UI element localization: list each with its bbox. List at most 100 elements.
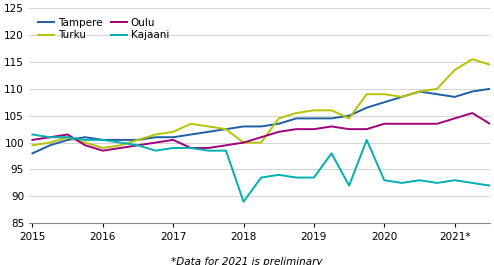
Turku — [346, 117, 352, 120]
Turku — [329, 109, 334, 112]
Kajaani — [65, 136, 71, 139]
Oulu — [416, 122, 422, 125]
Oulu — [276, 130, 282, 134]
Turku — [47, 141, 53, 144]
Oulu — [346, 127, 352, 131]
Kajaani — [364, 138, 370, 142]
Turku — [170, 130, 176, 134]
Turku — [311, 109, 317, 112]
Oulu — [469, 111, 475, 114]
Turku — [364, 92, 370, 96]
Kajaani — [311, 176, 317, 179]
Tampere — [118, 138, 124, 142]
Tampere — [100, 138, 106, 142]
Kajaani — [276, 173, 282, 176]
Kajaani — [188, 146, 194, 149]
Line: Kajaani: Kajaani — [33, 135, 494, 202]
Tampere — [276, 122, 282, 125]
Tampere — [346, 114, 352, 117]
Oulu — [258, 136, 264, 139]
Tampere — [47, 144, 53, 147]
Tampere — [188, 133, 194, 136]
Turku — [82, 141, 88, 144]
Turku — [30, 144, 36, 147]
Turku — [153, 133, 159, 136]
Kajaani — [82, 138, 88, 142]
Oulu — [65, 133, 71, 136]
Oulu — [293, 127, 299, 131]
Turku — [381, 92, 387, 96]
Turku — [416, 90, 422, 93]
Kajaani — [381, 179, 387, 182]
Oulu — [434, 122, 440, 125]
Oulu — [311, 127, 317, 131]
Oulu — [118, 146, 124, 149]
Tampere — [487, 87, 493, 90]
Kajaani — [47, 136, 53, 139]
Oulu — [100, 149, 106, 152]
Kajaani — [487, 184, 493, 187]
Kajaani — [170, 146, 176, 149]
Kajaani — [100, 138, 106, 142]
Oulu — [329, 125, 334, 128]
Line: Oulu: Oulu — [33, 105, 494, 151]
Oulu — [223, 144, 229, 147]
Tampere — [381, 101, 387, 104]
Kajaani — [399, 181, 405, 184]
Oulu — [206, 146, 211, 149]
Tampere — [82, 136, 88, 139]
Tampere — [241, 125, 247, 128]
Kajaani — [293, 176, 299, 179]
Tampere — [311, 117, 317, 120]
Oulu — [82, 144, 88, 147]
Turku — [293, 111, 299, 114]
Tampere — [364, 106, 370, 109]
Oulu — [452, 117, 457, 120]
Tampere — [258, 125, 264, 128]
Oulu — [381, 122, 387, 125]
Kajaani — [452, 179, 457, 182]
Oulu — [364, 127, 370, 131]
Tampere — [170, 136, 176, 139]
Line: Tampere: Tampere — [33, 48, 494, 153]
Legend: Tampere, Turku, Oulu, Kajaani: Tampere, Turku, Oulu, Kajaani — [34, 13, 173, 44]
Oulu — [399, 122, 405, 125]
Oulu — [188, 146, 194, 149]
Tampere — [469, 90, 475, 93]
Kajaani — [346, 184, 352, 187]
Kajaani — [118, 141, 124, 144]
Oulu — [170, 138, 176, 142]
Turku — [469, 58, 475, 61]
Tampere — [30, 152, 36, 155]
Tampere — [153, 136, 159, 139]
Kajaani — [223, 149, 229, 152]
Tampere — [135, 138, 141, 142]
Kajaani — [241, 200, 247, 203]
Kajaani — [30, 133, 36, 136]
Turku — [65, 136, 71, 139]
Tampere — [329, 117, 334, 120]
Oulu — [153, 141, 159, 144]
Kajaani — [416, 179, 422, 182]
Tampere — [452, 95, 457, 99]
Oulu — [135, 144, 141, 147]
Kajaani — [258, 176, 264, 179]
Turku — [241, 141, 247, 144]
Tampere — [293, 117, 299, 120]
Turku — [118, 144, 124, 147]
Tampere — [206, 130, 211, 134]
Kajaani — [153, 149, 159, 152]
Turku — [223, 127, 229, 131]
Turku — [100, 146, 106, 149]
Turku — [206, 125, 211, 128]
Kajaani — [135, 144, 141, 147]
Tampere — [223, 127, 229, 131]
Kajaani — [469, 181, 475, 184]
Turku — [399, 95, 405, 99]
Text: *Data for 2021 is preliminary: *Data for 2021 is preliminary — [171, 257, 323, 265]
Oulu — [241, 141, 247, 144]
Turku — [188, 122, 194, 125]
Kajaani — [434, 181, 440, 184]
Tampere — [416, 90, 422, 93]
Turku — [434, 87, 440, 90]
